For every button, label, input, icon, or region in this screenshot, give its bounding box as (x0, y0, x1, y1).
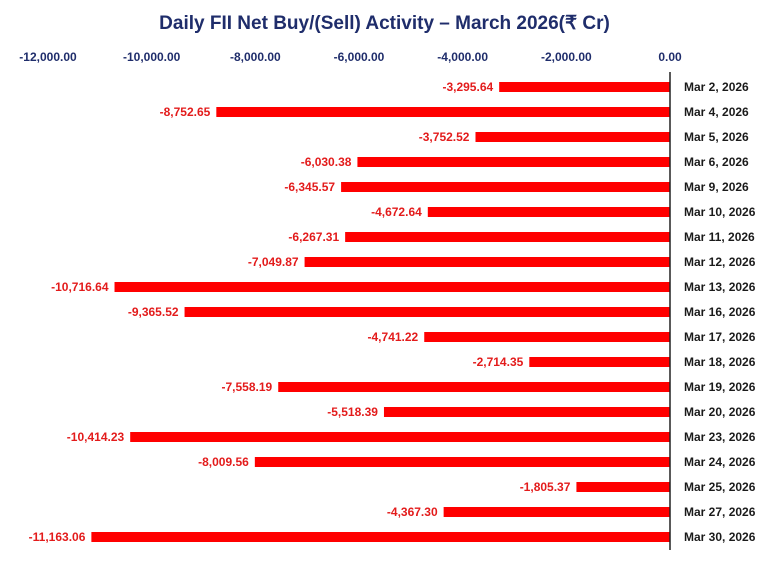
category-labels: Mar 2, 2026 Mar 4, 2026 Mar 5, 2026 Mar 6, … (684, 80, 756, 544)
bar (357, 157, 670, 167)
x-tick-label: -12,000.00 (19, 50, 77, 64)
category-label: Mar 4, 2026 (684, 105, 749, 119)
x-tick-label: -6,000.00 (334, 50, 385, 64)
bar-series (91, 82, 671, 542)
data-label: -4,367.30 (387, 505, 438, 519)
data-label: -8,752.65 (160, 105, 211, 119)
category-label: Mar 17, 2026 (684, 330, 756, 344)
bar (130, 432, 670, 442)
data-label: -7,558.19 (222, 380, 273, 394)
category-label: Mar 24, 2026 (684, 455, 756, 469)
data-label: -7,049.87 (248, 255, 299, 269)
bar (345, 232, 670, 242)
data-label: -4,672.64 (371, 205, 422, 219)
chart-title: Daily FII Net Buy/(Sell) Activity – Marc… (159, 13, 610, 34)
data-labels: -3,295.64 -8,752.65 -3,752.52 -6,030.38 -6,3… (29, 80, 571, 544)
category-label: Mar 12, 2026 (684, 255, 756, 269)
category-label: Mar 30, 2026 (684, 530, 756, 544)
data-label: -6,030.38 (301, 155, 352, 169)
bar (443, 507, 670, 517)
category-label: Mar 20, 2026 (684, 405, 756, 419)
bar (529, 357, 670, 367)
category-label: Mar 10, 2026 (684, 205, 756, 219)
x-tick-label: -8,000.00 (230, 50, 281, 64)
bar (91, 532, 670, 542)
data-label: -9,365.52 (128, 305, 179, 319)
category-label: Mar 6, 2026 (684, 155, 749, 169)
category-label: Mar 27, 2026 (684, 505, 756, 519)
data-label: -5,518.39 (327, 405, 378, 419)
category-label: Mar 2, 2026 (684, 80, 749, 94)
data-label: -8,009.56 (198, 455, 249, 469)
data-label: -6,345.57 (284, 180, 335, 194)
category-label: Mar 9, 2026 (684, 180, 749, 194)
data-label: -3,295.64 (442, 80, 493, 94)
bar (114, 282, 671, 292)
category-label: Mar 25, 2026 (684, 480, 756, 494)
bar (475, 132, 670, 142)
bar (254, 457, 670, 467)
data-label: -4,741.22 (368, 330, 419, 344)
bar (341, 182, 670, 192)
x-tick-label: -4,000.00 (437, 50, 488, 64)
bar (576, 482, 670, 492)
category-label: Mar 19, 2026 (684, 380, 756, 394)
data-label: -3,752.52 (419, 130, 470, 144)
data-label: -10,414.23 (67, 430, 125, 444)
data-label: -11,163.06 (29, 530, 86, 544)
x-tick-label: -2,000.00 (541, 50, 592, 64)
bar (499, 82, 670, 92)
data-label: -2,714.35 (473, 355, 524, 369)
category-label: Mar 23, 2026 (684, 430, 756, 444)
category-label: Mar 16, 2026 (684, 305, 756, 319)
bar (184, 307, 670, 317)
data-label: -6,267.31 (288, 230, 339, 244)
x-tick-label: -10,000.00 (123, 50, 181, 64)
x-tick-label: 0.00 (658, 50, 682, 64)
data-label: -10,716.64 (51, 280, 109, 294)
category-label: Mar 18, 2026 (684, 355, 756, 369)
category-label: Mar 5, 2026 (684, 130, 749, 144)
category-label: Mar 11, 2026 (684, 230, 755, 244)
bar (427, 207, 670, 217)
category-label: Mar 13, 2026 (684, 280, 756, 294)
data-label: -1,805.37 (520, 480, 571, 494)
bar (278, 382, 670, 392)
bar (304, 257, 670, 267)
x-axis-ticks: -12,000.00 -10,000.00 -8,000.00 -6,000.00 -4… (19, 50, 682, 64)
bar (383, 407, 670, 417)
bar (216, 107, 670, 117)
bar (424, 332, 670, 342)
